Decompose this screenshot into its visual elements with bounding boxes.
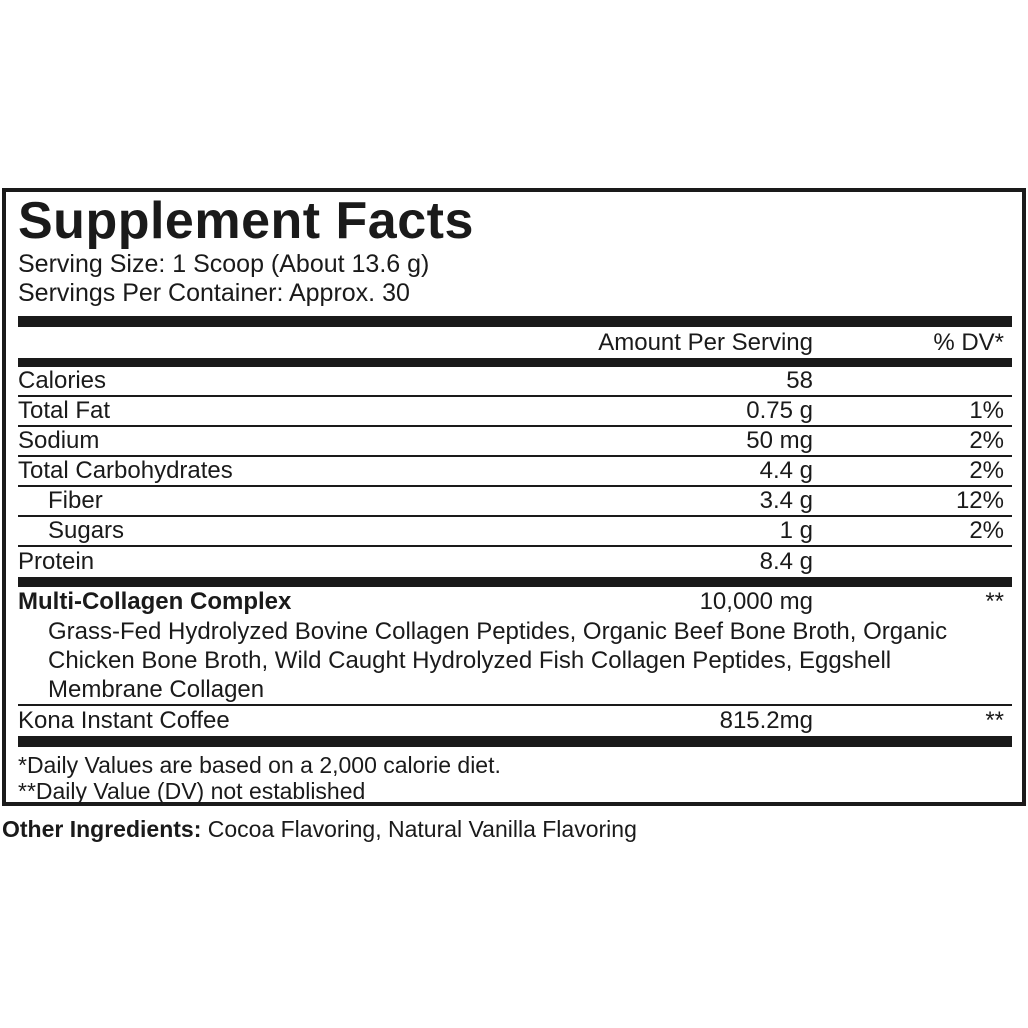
ingredient-amount: 10,000 mg: [699, 588, 813, 615]
nutrient-dv: 1%: [969, 397, 1004, 424]
divider-bar-top: [18, 316, 1012, 327]
ingredient-name: Multi-Collagen Complex: [18, 588, 292, 615]
panel-title: Supplement Facts: [18, 192, 474, 250]
divider-bar-header: [18, 358, 1012, 367]
table-row-calories: Calories 58: [18, 367, 1012, 397]
table-row-multi-collagen-complex: Multi-Collagen Complex 10,000 mg **: [18, 587, 1012, 617]
other-ingredients: Other Ingredients: Cocoa Flavoring, Natu…: [2, 816, 637, 843]
table-row-kona-instant-coffee: Kona Instant Coffee 815.2mg **: [18, 706, 1012, 736]
nutrient-amount: 50 mg: [746, 427, 813, 454]
nutrient-name: Fiber: [48, 487, 103, 514]
servings-per-container-text: Servings Per Container: Approx. 30: [18, 279, 410, 307]
supplement-facts-panel: Supplement Facts Serving Size: 1 Scoop (…: [2, 188, 1026, 806]
nutrient-amount: 4.4 g: [759, 457, 813, 484]
table-row-total-fat: Total Fat 0.75 g 1%: [18, 397, 1012, 427]
footnotes: *Daily Values are based on a 2,000 calor…: [18, 747, 1012, 804]
table-row-sugars: Sugars 1 g 2%: [18, 517, 1012, 547]
nutrient-amount: 0.75 g: [746, 397, 813, 424]
nutrient-amount: 1 g: [779, 517, 813, 544]
nutrient-name: Total Fat: [18, 397, 111, 424]
other-ingredients-value: Cocoa Flavoring, Natural Vanilla Flavori…: [201, 816, 637, 842]
nutrient-name: Sugars: [48, 517, 125, 544]
table-row-sodium: Sodium 50 mg 2%: [18, 427, 1012, 457]
nutrient-amount: 8.4 g: [759, 548, 813, 575]
nutrient-dv: 2%: [969, 517, 1004, 544]
nutrient-name: Protein: [18, 548, 95, 575]
ingredient-amount: 815.2mg: [719, 707, 813, 734]
ingredient-dv: **: [985, 588, 1004, 615]
amount-column-header: Amount Per Serving: [598, 328, 813, 356]
nutrient-dv: 2%: [969, 457, 1004, 484]
table-row-protein: Protein 8.4 g: [18, 547, 1012, 577]
divider-bar-protein: [18, 577, 1012, 587]
table-row-total-carbohydrates: Total Carbohydrates 4.4 g 2%: [18, 457, 1012, 487]
footnote-dv-not-established: **Daily Value (DV) not established: [18, 778, 366, 804]
nutrient-name: Sodium: [18, 427, 100, 454]
multi-collagen-description: Grass-Fed Hydrolyzed Bovine Collagen Pep…: [18, 617, 1012, 706]
nutrient-dv: 2%: [969, 427, 1004, 454]
table-header-row: Amount Per Serving % DV*: [18, 327, 1012, 358]
nutrient-name: Total Carbohydrates: [18, 457, 233, 484]
divider-bar-footnotes: [18, 736, 1012, 747]
ingredient-dv: **: [985, 707, 1004, 734]
nutrient-dv: 12%: [955, 487, 1004, 514]
serving-size-text: Serving Size: 1 Scoop (About 13.6 g): [18, 250, 430, 278]
table-row-fiber: Fiber 3.4 g 12%: [18, 487, 1012, 517]
nutrient-amount: 58: [786, 367, 813, 394]
nutrient-amount: 3.4 g: [759, 487, 813, 514]
nutrient-name: Calories: [18, 367, 107, 394]
ingredient-name: Kona Instant Coffee: [18, 707, 230, 734]
dv-column-header: % DV*: [933, 328, 1004, 356]
other-ingredients-label: Other Ingredients:: [2, 816, 202, 842]
footnote-daily-values: *Daily Values are based on a 2,000 calor…: [18, 752, 501, 778]
